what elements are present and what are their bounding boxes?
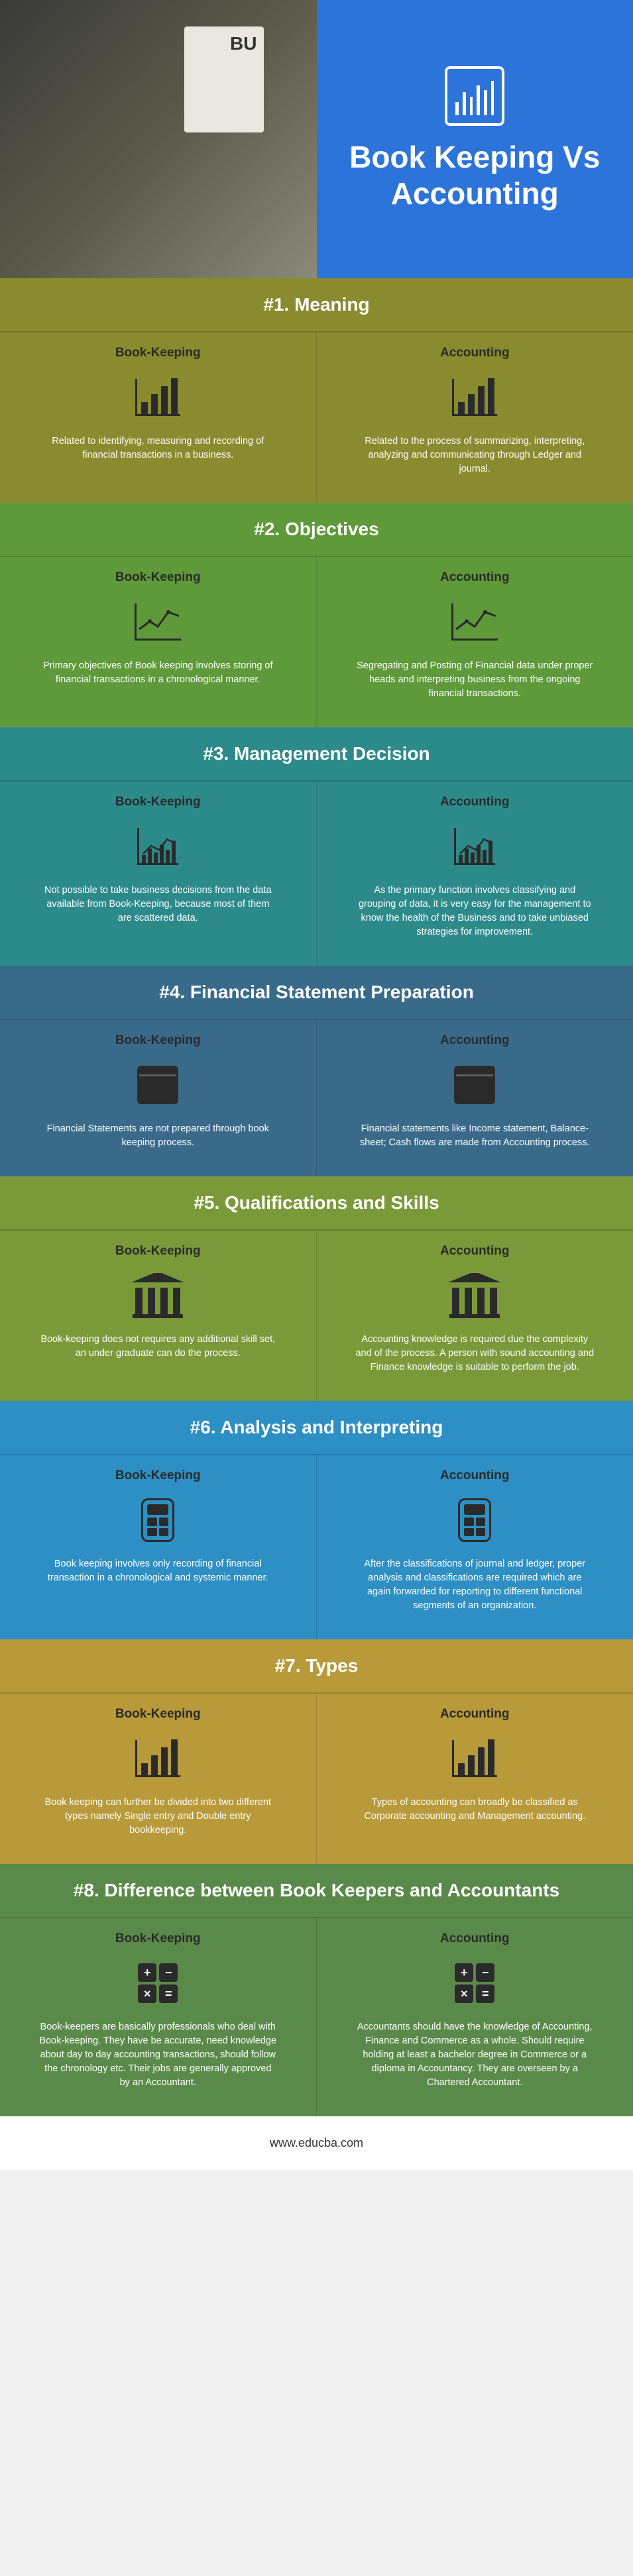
bookkeeping-column: Book-Keeping Book keeping can further be … (0, 1694, 317, 1864)
bk-text: Primary objectives of Book keeping invol… (38, 659, 277, 687)
column-head-bk: Book-Keeping (20, 1468, 296, 1483)
section-title: #4. Financial Statement Preparation (0, 966, 633, 1020)
bookkeeping-column: Book-Keeping Financial Statements are not… (0, 1020, 317, 1176)
section-title: #2. Objectives (0, 503, 633, 557)
bookkeeping-column: Book-Keeping Book keeping involves only r… (0, 1455, 317, 1639)
bookkeeping-column: Book-Keeping Not possible to take busines… (0, 782, 317, 966)
bookkeeping-column: Book-Keeping Related to identifying, meas… (0, 333, 317, 503)
bk-text: Book keeping can further be divided into… (38, 1796, 277, 1837)
bk-text: Financial Statements are not prepared th… (38, 1122, 277, 1150)
ac-text: Types of accounting can broadly be class… (355, 1796, 594, 1824)
column-head-ac: Accounting (337, 1244, 614, 1259)
header: Book Keeping Vs Accounting (0, 0, 633, 278)
accounting-column: Accounting Related to the process of summ… (317, 333, 633, 503)
bk-text: Book-keeping does not requires any addit… (38, 1333, 277, 1361)
section-5: #5. Qualifications and SkillsBook-Keepin… (0, 1176, 633, 1401)
column-head-bk: Book-Keeping (20, 346, 296, 360)
bookkeeping-column: Book-Keeping Book-keeping does not requir… (0, 1231, 317, 1401)
column-head-ac: Accounting (337, 1468, 614, 1483)
bk-text: Book-keepers are basically professionals… (38, 2020, 277, 2090)
section-title: #1. Meaning (0, 278, 633, 333)
accounting-column: Accounting After the classifications of j… (317, 1455, 633, 1639)
section-icon (337, 1732, 614, 1785)
section-7: #7. Types Book-Keeping Book keeping can fu… (0, 1639, 633, 1864)
bk-text: Book keeping involves only recording of … (38, 1557, 277, 1585)
section-title: #7. Types (0, 1639, 633, 1694)
accounting-column: Accounting Types of accounting can broadl… (317, 1694, 633, 1864)
section-3: #3. Management Decision Book-Keeping Not p… (0, 727, 633, 966)
accounting-column: Accounting Segregating and Posting of Fin… (317, 557, 633, 727)
ac-text: Accountants should have the knowledge of… (355, 2020, 594, 2090)
ac-text: Related to the process of summarizing, i… (355, 435, 594, 476)
column-head-bk: Book-Keeping (20, 1033, 296, 1048)
column-head-ac: Accounting (337, 1932, 614, 1946)
column-head-ac: Accounting (337, 795, 614, 809)
column-head-ac: Accounting (337, 570, 614, 585)
bookkeeping-column: Book-Keeping +−×= Book-keepers are basical… (0, 1918, 317, 2116)
section-icon (20, 1732, 296, 1785)
ac-text: Financial statements like Income stateme… (355, 1122, 594, 1150)
header-photo (0, 0, 317, 278)
section-icon (337, 371, 614, 424)
bookkeeping-column: Book-Keeping Primary objectives of Book k… (0, 557, 317, 727)
section-icon: +−×= (337, 1957, 614, 2010)
ac-text: As the primary function involves classif… (355, 884, 594, 939)
column-head-bk: Book-Keeping (20, 795, 296, 809)
section-icon (20, 1494, 296, 1547)
section-icon (337, 1058, 614, 1111)
section-icon (337, 595, 614, 648)
page-title: Book Keeping Vs Accounting (330, 139, 620, 212)
accounting-column: Accounting +−×= Accountants should have th… (317, 1918, 633, 2116)
section-4: #4. Financial Statement PreparationBook-… (0, 966, 633, 1176)
column-head-bk: Book-Keeping (20, 1707, 296, 1722)
accounting-column: Accounting Accounting knowledge is requir… (317, 1231, 633, 1401)
section-1: #1. Meaning Book-Keeping Related to identi… (0, 278, 633, 503)
section-title: #8. Difference between Book Keepers and … (0, 1864, 633, 1918)
column-head-bk: Book-Keeping (20, 1244, 296, 1259)
section-icon: +−×= (20, 1957, 296, 2010)
section-2: #2. Objectives Book-Keeping Primary object… (0, 503, 633, 727)
section-icon (337, 1269, 614, 1322)
footer-url: www.educba.com (0, 2116, 633, 2170)
section-icon (20, 1058, 296, 1111)
section-icon (20, 371, 296, 424)
section-title: #3. Management Decision (0, 727, 633, 782)
accounting-column: Accounting Financial statements like Inco… (317, 1020, 633, 1176)
accounting-column: Accounting As the primary function involv… (317, 782, 633, 966)
ac-text: Accounting knowledge is required due the… (355, 1333, 594, 1374)
ac-text: Segregating and Posting of Financial dat… (355, 659, 594, 701)
section-icon (337, 1494, 614, 1547)
chart-icon (445, 66, 504, 126)
bk-text: Related to identifying, measuring and re… (38, 435, 277, 462)
column-head-bk: Book-Keeping (20, 570, 296, 585)
column-head-ac: Accounting (337, 346, 614, 360)
section-icon (337, 820, 614, 873)
section-title: #6. Analysis and Interpreting (0, 1401, 633, 1455)
section-title: #5. Qualifications and Skills (0, 1176, 633, 1231)
section-icon (20, 820, 296, 873)
ac-text: After the classifications of journal and… (355, 1557, 594, 1613)
column-head-ac: Accounting (337, 1707, 614, 1722)
section-icon (20, 1269, 296, 1322)
section-icon (20, 595, 296, 648)
bk-text: Not possible to take business decisions … (38, 884, 277, 925)
section-8: #8. Difference between Book Keepers and … (0, 1864, 633, 2116)
header-title-panel: Book Keeping Vs Accounting (317, 0, 633, 278)
section-6: #6. Analysis and InterpretingBook-Keepin… (0, 1401, 633, 1639)
column-head-bk: Book-Keeping (20, 1932, 296, 1946)
column-head-ac: Accounting (337, 1033, 614, 1048)
